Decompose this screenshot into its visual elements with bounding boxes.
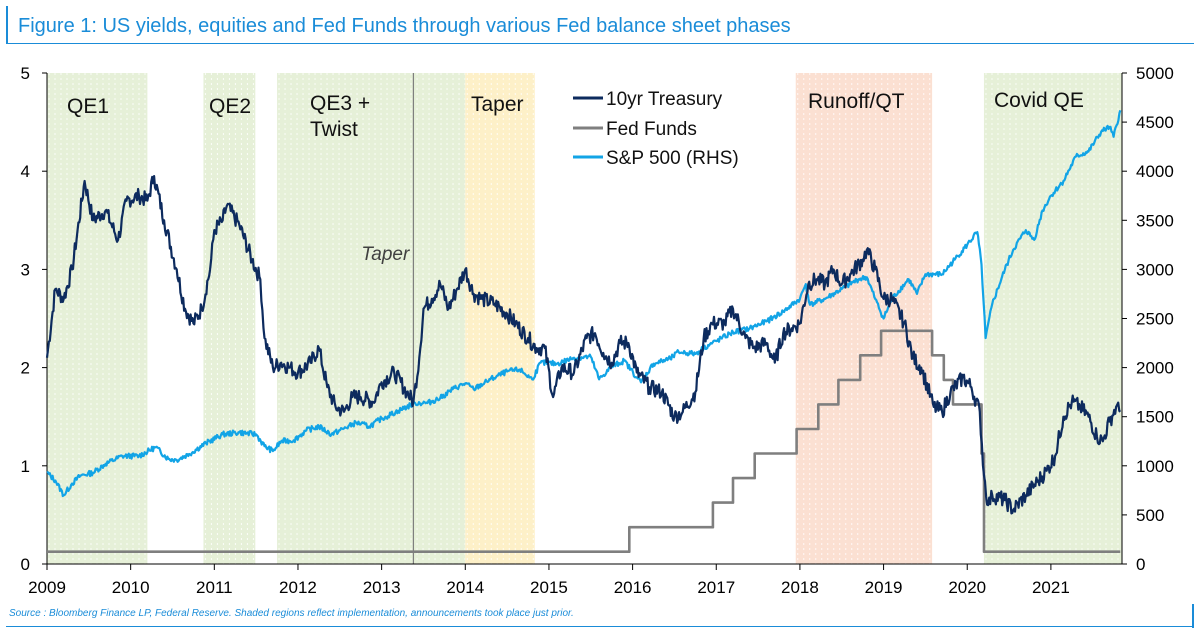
footer-rule: [6, 626, 1192, 627]
legend-label-2: S&P 500 (RHS): [606, 148, 739, 169]
source-note: Source : Bloomberg Finance LP, Federal R…: [9, 608, 574, 619]
right-tick-label: 1500: [1136, 408, 1174, 427]
x-tick-label: 2010: [112, 578, 150, 597]
right-tick-label: 5000: [1136, 64, 1174, 83]
x-tick-label: 2021: [1032, 578, 1070, 597]
footer-corner: [1192, 604, 1194, 628]
left-tick-label: 4: [21, 162, 30, 181]
taper-annotation-label: Taper: [361, 244, 410, 265]
x-tick-label: 2012: [279, 578, 317, 597]
left-tick-label: 0: [21, 555, 30, 574]
region-label-2: Twist: [310, 118, 358, 141]
region-stripes: [797, 73, 931, 564]
x-tick-label: 2009: [28, 578, 66, 597]
x-tick-label: 2016: [614, 578, 652, 597]
region-stripes: [48, 73, 146, 564]
right-tick-label: 3500: [1136, 211, 1174, 230]
right-tick-label: 4500: [1136, 113, 1174, 132]
series-fed-funds: [47, 329, 1121, 553]
right-tick-label: 2500: [1136, 310, 1174, 329]
x-tick-label: 2011: [196, 578, 233, 597]
x-tick-label: 2020: [948, 578, 986, 597]
region-stripes: [204, 73, 254, 564]
region-label-0: QE1: [67, 95, 109, 118]
region-label-1: QE2: [209, 95, 251, 118]
shaded-region-qe: [983, 73, 1122, 564]
right-tick-label: 2000: [1136, 359, 1174, 378]
left-tick-label: 2: [21, 359, 30, 378]
legend-label-1: Fed Funds: [606, 119, 697, 140]
right-tick-label: 500: [1136, 506, 1164, 525]
x-tick-label: 2019: [865, 578, 903, 597]
left-tick-label: 5: [21, 64, 30, 83]
region-label-4: Runoff/QT: [808, 90, 905, 113]
right-tick-label: 4000: [1136, 162, 1174, 181]
series-10yr-treasury: [45, 175, 1122, 515]
shaded-region-taper: [465, 73, 535, 564]
right-tick-label: 0: [1136, 555, 1145, 574]
title-frame: Figure 1: US yields, equities and Fed Fu…: [6, 6, 1194, 44]
x-tick-label: 2018: [781, 578, 819, 597]
region-stripes: [278, 73, 466, 564]
x-tick-label: 2017: [697, 578, 735, 597]
region-label-2: QE3 +: [310, 92, 370, 115]
x-tick-label: 2015: [530, 578, 568, 597]
region-label-5: Covid QE: [994, 89, 1084, 112]
figure-title: Figure 1: US yields, equities and Fed Fu…: [18, 15, 791, 37]
right-tick-label: 3000: [1136, 260, 1174, 279]
left-tick-label: 1: [21, 457, 30, 476]
left-tick-label: 3: [21, 260, 30, 279]
series-sp500: [46, 109, 1122, 498]
x-tick-label: 2014: [446, 578, 484, 597]
right-tick-label: 1000: [1136, 457, 1174, 476]
shaded-region-qe: [277, 73, 466, 564]
region-label-3: Taper: [471, 93, 524, 116]
legend-label-0: 10yr Treasury: [606, 89, 723, 110]
x-tick-label: 2013: [363, 578, 401, 597]
